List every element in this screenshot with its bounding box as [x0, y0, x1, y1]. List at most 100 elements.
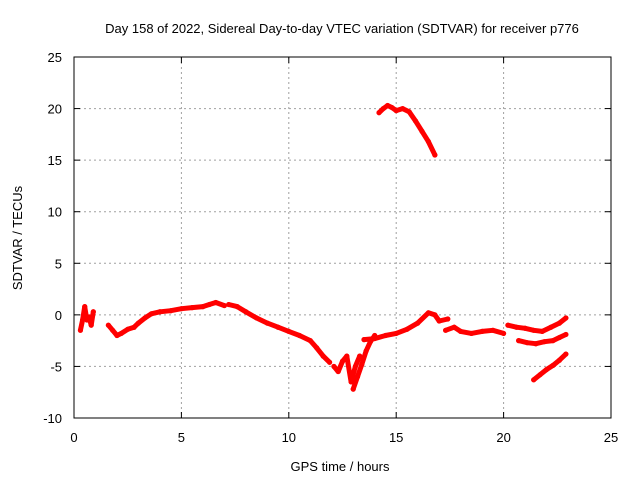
- y-tick-label: -10: [43, 411, 62, 426]
- data-point: [389, 104, 395, 111]
- data-point: [286, 328, 292, 334]
- data-point: [168, 308, 174, 314]
- data-point: [451, 324, 457, 330]
- plot-border: [73, 56, 612, 419]
- data-point: [550, 338, 556, 344]
- data-point: [178, 306, 184, 312]
- data-point: [142, 315, 148, 321]
- data-point: [307, 338, 313, 344]
- data-point: [524, 340, 530, 346]
- data-point: [516, 338, 522, 344]
- data-point: [372, 335, 378, 342]
- data-point: [445, 316, 451, 322]
- data-point: [436, 318, 442, 324]
- data-point: [537, 372, 543, 378]
- data-point: [350, 386, 356, 392]
- x-tick-label: 15: [389, 430, 403, 445]
- data-point: [548, 324, 554, 330]
- y-tick-label: 0: [55, 308, 62, 323]
- data-point: [400, 105, 406, 112]
- y-tick-label: -5: [50, 359, 62, 374]
- data-point: [213, 299, 219, 306]
- data-point: [539, 328, 545, 334]
- data-point: [363, 348, 369, 354]
- data-point: [296, 332, 303, 339]
- data-point: [415, 320, 421, 326]
- data-point: [359, 361, 365, 367]
- data-point: [556, 334, 563, 341]
- data-point: [380, 105, 386, 112]
- series-layer: [77, 102, 569, 392]
- data-point: [314, 345, 320, 351]
- data-point: [563, 315, 569, 321]
- x-tick-label: 5: [178, 430, 185, 445]
- data-point: [513, 324, 520, 330]
- data-point: [320, 353, 326, 359]
- data-point: [148, 311, 154, 317]
- data-point: [533, 341, 539, 347]
- data-point: [531, 327, 537, 333]
- data-point: [468, 330, 474, 337]
- data-point: [419, 128, 425, 134]
- data-point: [357, 353, 363, 359]
- y-tick-label: 10: [48, 205, 62, 220]
- data-point: [361, 337, 367, 343]
- data-point: [243, 309, 249, 315]
- x-tick-label: 25: [604, 430, 618, 445]
- data-point: [275, 324, 281, 330]
- data-point: [393, 330, 399, 337]
- data-point: [234, 304, 240, 310]
- data-point: [79, 317, 86, 323]
- data-point: [406, 109, 412, 115]
- data-point: [348, 379, 354, 385]
- data-point: [335, 368, 341, 375]
- data-point: [264, 320, 270, 326]
- data-point: [86, 314, 92, 320]
- data-point: [77, 327, 84, 333]
- y-tick-label: 5: [55, 256, 62, 271]
- data-point: [541, 339, 548, 345]
- data-point: [563, 351, 569, 357]
- data-point: [432, 312, 438, 318]
- data-point: [200, 304, 206, 310]
- data-point: [404, 326, 410, 332]
- x-axis-label: GPS time / hours: [291, 459, 390, 474]
- data-point: [556, 320, 563, 326]
- data-point: [543, 366, 550, 373]
- data-point: [189, 305, 195, 311]
- data-point: [376, 110, 382, 116]
- data-point: [550, 362, 556, 368]
- data-point: [253, 315, 260, 321]
- data-point: [563, 331, 569, 338]
- data-point: [556, 357, 563, 363]
- data-point: [393, 108, 399, 114]
- data-point: [339, 358, 346, 364]
- data-point: [131, 324, 137, 330]
- data-point: [88, 322, 94, 328]
- y-tick-label: 25: [48, 50, 62, 65]
- data-point: [479, 328, 485, 334]
- y-axis-label: SDTVAR / TECUs: [10, 185, 25, 290]
- data-point: [354, 374, 361, 380]
- chart-title: Day 158 of 2022, Sidereal Day-to-day VTE…: [105, 21, 579, 36]
- data-point: [118, 330, 124, 337]
- data-point: [327, 359, 333, 365]
- data-point: [432, 152, 438, 158]
- data-point: [110, 327, 116, 333]
- data-point: [344, 353, 350, 359]
- grid: [74, 57, 611, 418]
- data-point: [505, 322, 511, 328]
- data-point: [105, 322, 111, 328]
- x-tick-label: 0: [70, 430, 77, 445]
- data-point: [501, 330, 507, 337]
- data-point: [82, 304, 88, 310]
- data-point: [206, 301, 212, 308]
- data-point: [490, 327, 496, 333]
- data-point: [412, 118, 419, 124]
- data-point: [382, 332, 389, 339]
- data-point: [90, 309, 96, 315]
- x-tick-label: 10: [282, 430, 296, 445]
- axis-ticks: 0 5 10 15 20 25 -10 -5 0 5 10 15 20 25: [43, 50, 618, 445]
- series-arc-mid: [361, 310, 451, 343]
